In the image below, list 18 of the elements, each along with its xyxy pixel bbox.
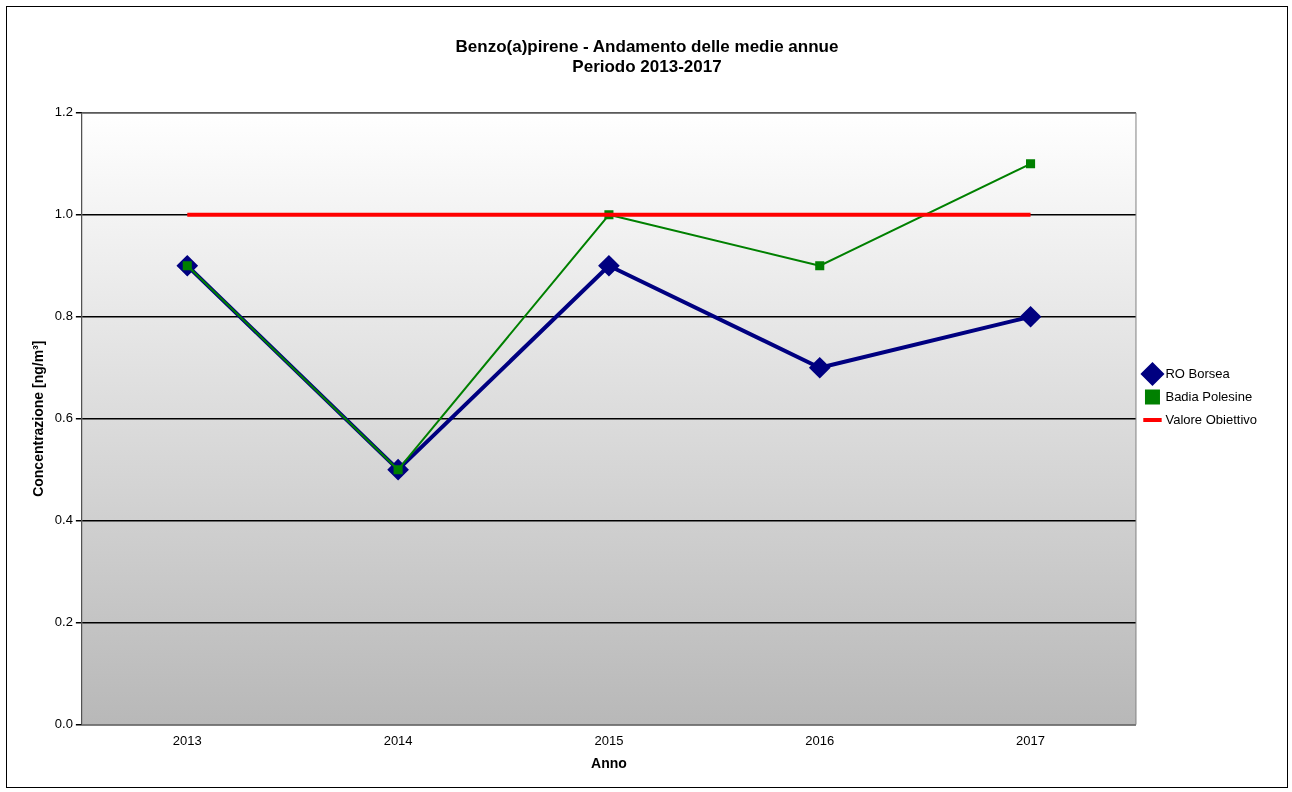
- x-tick-label: 2014: [383, 732, 413, 748]
- x-tick-label: 2017: [1016, 732, 1046, 748]
- x-tick-label: 2015: [594, 732, 624, 748]
- y-tick-label: 1.0: [54, 206, 73, 222]
- y-tick-label: 0.4: [54, 512, 73, 528]
- legend-label: Badia Polesine: [1165, 388, 1253, 404]
- x-tick-label: 2016: [805, 732, 835, 748]
- y-tick-label: 0.6: [54, 410, 73, 426]
- y-tick-label: 0.0: [54, 716, 73, 732]
- legend-label: RO Borsea: [1165, 365, 1231, 381]
- legend-label: Valore Obiettivo: [1165, 411, 1257, 427]
- x-axis-title: Anno: [591, 755, 627, 772]
- y-tick-label: 0.8: [54, 308, 73, 324]
- y-tick-label: 1.2: [54, 104, 73, 120]
- x-tick-label: 2013: [172, 732, 202, 748]
- y-axis-title: Concentrazione [ng/m³]: [30, 340, 47, 497]
- y-tick-label: 0.2: [54, 614, 73, 630]
- chart-title: Benzo(a)pirene - Andamento delle medie annue Periodo 2013-2017: [455, 36, 839, 77]
